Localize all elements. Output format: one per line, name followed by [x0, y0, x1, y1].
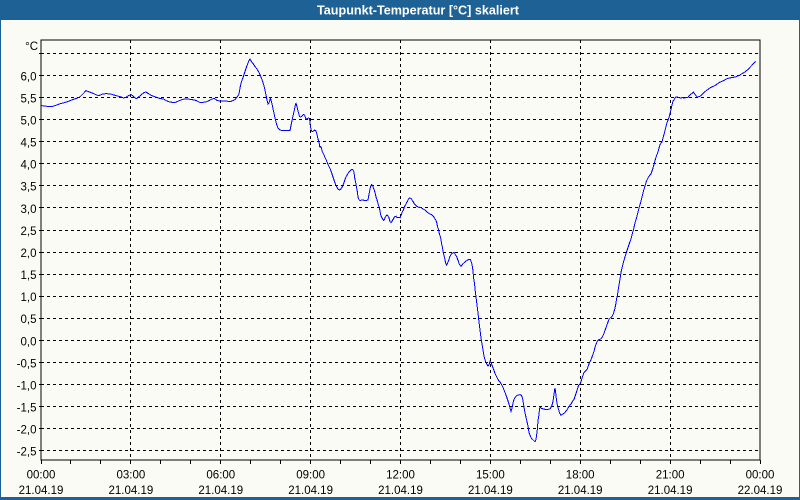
svg-text:12:00: 12:00 [386, 470, 415, 482]
svg-text:4,0: 4,0 [21, 160, 37, 172]
svg-text:21.04.19: 21.04.19 [648, 485, 693, 497]
svg-text:3,0: 3,0 [21, 204, 37, 216]
svg-text:-1,0: -1,0 [17, 380, 37, 392]
svg-text:3,5: 3,5 [21, 182, 37, 194]
svg-text:00:00: 00:00 [27, 470, 56, 482]
svg-text:-0,5: -0,5 [17, 358, 37, 370]
svg-text:09:00: 09:00 [296, 470, 325, 482]
svg-text:0,0: 0,0 [21, 336, 37, 348]
svg-text:1,5: 1,5 [21, 270, 37, 282]
svg-text:21.04.19: 21.04.19 [288, 485, 333, 497]
svg-text:03:00: 03:00 [117, 470, 146, 482]
svg-text:4,5: 4,5 [21, 138, 37, 150]
svg-text:15:00: 15:00 [476, 470, 505, 482]
svg-text:21.04.19: 21.04.19 [468, 485, 513, 497]
svg-text:21.04.19: 21.04.19 [558, 485, 603, 497]
svg-text:18:00: 18:00 [566, 470, 595, 482]
svg-text:-2,0: -2,0 [17, 425, 37, 437]
svg-text:Taupunkt-Temperatur [°C] skali: Taupunkt-Temperatur [°C] skaliert [317, 4, 520, 18]
svg-text:22.04.19: 22.04.19 [738, 485, 783, 497]
svg-text:2,0: 2,0 [21, 248, 37, 260]
svg-text:°C: °C [25, 41, 38, 53]
svg-text:-2,5: -2,5 [17, 447, 37, 459]
svg-text:06:00: 06:00 [206, 470, 235, 482]
svg-text:21.04.19: 21.04.19 [109, 485, 154, 497]
svg-text:5,0: 5,0 [21, 116, 37, 128]
svg-text:6,0: 6,0 [21, 71, 37, 83]
svg-text:21.04.19: 21.04.19 [19, 485, 64, 497]
svg-text:2,5: 2,5 [21, 226, 37, 238]
svg-text:21.04.19: 21.04.19 [198, 485, 243, 497]
svg-text:-1,5: -1,5 [17, 403, 37, 415]
svg-text:21.04.19: 21.04.19 [378, 485, 423, 497]
svg-text:00:00: 00:00 [746, 470, 775, 482]
svg-text:21:00: 21:00 [656, 470, 685, 482]
svg-text:0,5: 0,5 [21, 314, 37, 326]
svg-text:1,0: 1,0 [21, 292, 37, 304]
svg-text:5,5: 5,5 [21, 93, 37, 105]
